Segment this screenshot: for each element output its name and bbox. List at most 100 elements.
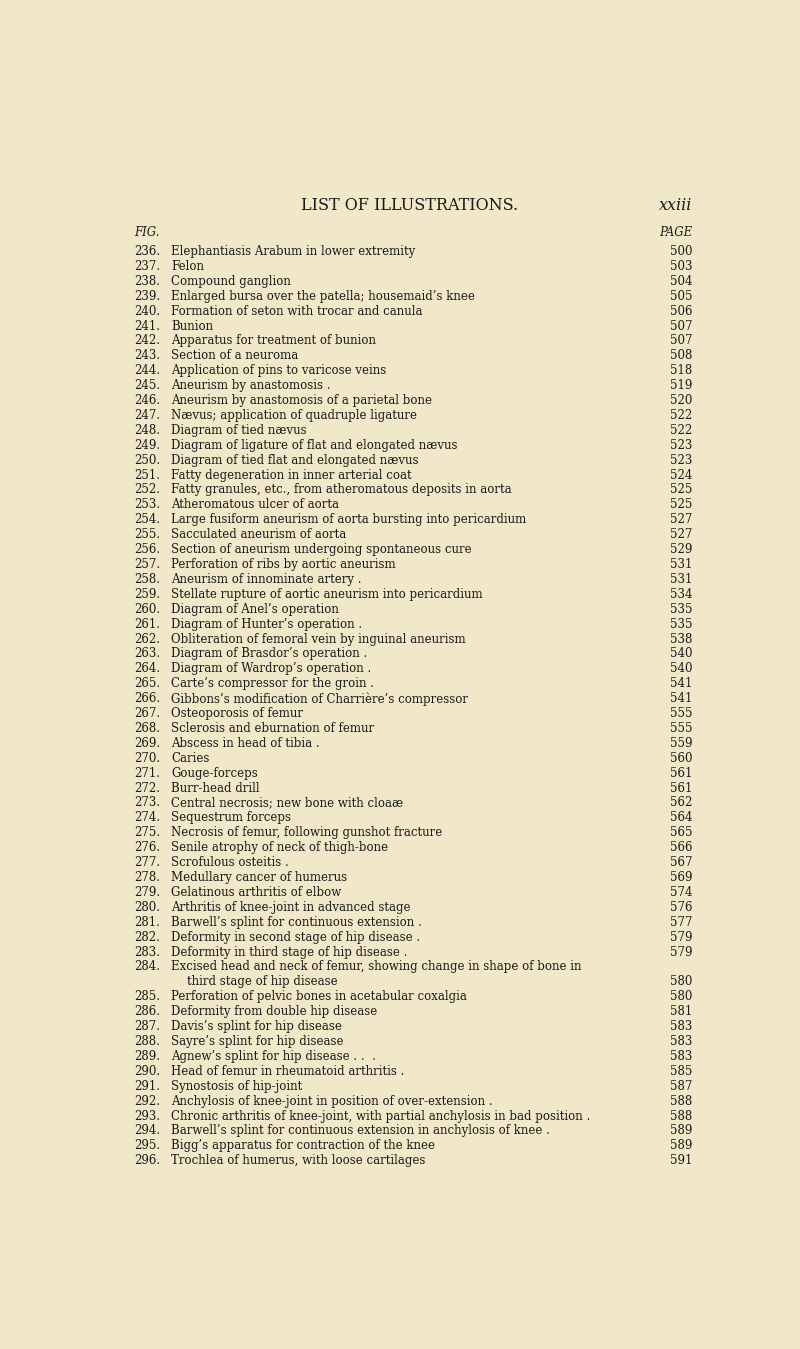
Text: Excised head and neck of femur, showing change in shape of bone in: Excised head and neck of femur, showing … [171,960,582,974]
Text: 507: 507 [670,320,692,332]
Text: 275.: 275. [134,827,160,839]
Text: Obliteration of femoral vein by inguinal aneurism: Obliteration of femoral vein by inguinal… [171,633,466,646]
Text: 252.: 252. [134,483,160,496]
Text: 588: 588 [670,1109,692,1122]
Text: 272.: 272. [134,781,160,795]
Text: 589: 589 [670,1140,692,1152]
Text: Sequestrum forceps: Sequestrum forceps [171,811,291,824]
Text: 531: 531 [670,558,692,571]
Text: 240.: 240. [134,305,160,317]
Text: PAGE: PAGE [659,227,692,239]
Text: 527: 527 [670,529,692,541]
Text: 249.: 249. [134,438,160,452]
Text: 250.: 250. [134,453,160,467]
Text: 541: 541 [670,692,692,706]
Text: Scrofulous osteitis .: Scrofulous osteitis . [171,857,289,869]
Text: Large fusiform aneurism of aorta bursting into pericardium: Large fusiform aneurism of aorta burstin… [171,513,526,526]
Text: Bunion: Bunion [171,320,214,332]
Text: 585: 585 [670,1064,692,1078]
Text: 587: 587 [670,1079,692,1093]
Text: 579: 579 [670,946,692,959]
Text: 506: 506 [670,305,692,317]
Text: 589: 589 [670,1125,692,1137]
Text: 529: 529 [670,544,692,556]
Text: 531: 531 [670,573,692,585]
Text: Elephantiasis Arabum in lower extremity: Elephantiasis Arabum in lower extremity [171,246,415,258]
Text: Head of femur in rheumatoid arthritis .: Head of femur in rheumatoid arthritis . [171,1064,405,1078]
Text: Bigg’s apparatus for contraction of the knee: Bigg’s apparatus for contraction of the … [171,1140,435,1152]
Text: Nævus; application of quadruple ligature: Nævus; application of quadruple ligature [171,409,418,422]
Text: Diagram of tied flat and elongated nævus: Diagram of tied flat and elongated nævus [171,453,419,467]
Text: 283.: 283. [134,946,160,959]
Text: Fatty granules, etc., from atheromatous deposits in aorta: Fatty granules, etc., from atheromatous … [171,483,512,496]
Text: Diagram of Wardrop’s operation .: Diagram of Wardrop’s operation . [171,662,371,676]
Text: 268.: 268. [134,722,160,735]
Text: 555: 555 [670,722,692,735]
Text: Enlarged bursa over the patella; housemaid’s knee: Enlarged bursa over the patella; housema… [171,290,475,302]
Text: 255.: 255. [134,529,160,541]
Text: 254.: 254. [134,513,160,526]
Text: 523: 523 [670,453,692,467]
Text: 263.: 263. [134,648,160,661]
Text: xxiii: xxiii [658,197,692,214]
Text: Felon: Felon [171,260,204,272]
Text: 538: 538 [670,633,692,646]
Text: Diagram of ligature of flat and elongated nævus: Diagram of ligature of flat and elongate… [171,438,458,452]
Text: 244.: 244. [134,364,160,378]
Text: 269.: 269. [134,737,160,750]
Text: 583: 583 [670,1035,692,1048]
Text: 293.: 293. [134,1109,160,1122]
Text: Chronic arthritis of knee-joint, with partial anchylosis in bad position .: Chronic arthritis of knee-joint, with pa… [171,1109,590,1122]
Text: 500: 500 [670,246,692,258]
Text: 274.: 274. [134,811,160,824]
Text: 258.: 258. [134,573,160,585]
Text: 246.: 246. [134,394,160,407]
Text: Deformity in second stage of hip disease .: Deformity in second stage of hip disease… [171,931,421,944]
Text: 534: 534 [670,588,692,600]
Text: 289.: 289. [134,1050,160,1063]
Text: 271.: 271. [134,766,160,780]
Text: Application of pins to varicose veins: Application of pins to varicose veins [171,364,386,378]
Text: 525: 525 [670,498,692,511]
Text: 241.: 241. [134,320,160,332]
Text: 591: 591 [670,1155,692,1167]
Text: 583: 583 [670,1020,692,1033]
Text: Barwell’s splint for continuous extension in anchylosis of knee .: Barwell’s splint for continuous extensio… [171,1125,550,1137]
Text: Perforation of pelvic bones in acetabular coxalgia: Perforation of pelvic bones in acetabula… [171,990,467,1004]
Text: Sayre’s splint for hip disease: Sayre’s splint for hip disease [171,1035,344,1048]
Text: Senile atrophy of neck of thigh-bone: Senile atrophy of neck of thigh-bone [171,842,389,854]
Text: Gouge-forceps: Gouge-forceps [171,766,258,780]
Text: Compound ganglion: Compound ganglion [171,275,291,287]
Text: 276.: 276. [134,842,160,854]
Text: 290.: 290. [134,1064,160,1078]
Text: Osteoporosis of femur: Osteoporosis of femur [171,707,303,720]
Text: 519: 519 [670,379,692,393]
Text: Diagram of tied nævus: Diagram of tied nævus [171,424,307,437]
Text: Section of aneurism undergoing spontaneous cure: Section of aneurism undergoing spontaneo… [171,544,472,556]
Text: Necrosis of femur, following gunshot fracture: Necrosis of femur, following gunshot fra… [171,827,442,839]
Text: 525: 525 [670,483,692,496]
Text: 260.: 260. [134,603,160,615]
Text: Deformity from double hip disease: Deformity from double hip disease [171,1005,378,1018]
Text: FIG.: FIG. [134,227,160,239]
Text: 540: 540 [670,662,692,676]
Text: 576: 576 [670,901,692,913]
Text: 261.: 261. [134,618,160,630]
Text: 288.: 288. [134,1035,160,1048]
Text: 287.: 287. [134,1020,160,1033]
Text: 280.: 280. [134,901,160,913]
Text: Apparatus for treatment of bunion: Apparatus for treatment of bunion [171,335,376,348]
Text: 256.: 256. [134,544,160,556]
Text: 561: 561 [670,766,692,780]
Text: LIST OF ILLUSTRATIONS.: LIST OF ILLUSTRATIONS. [302,197,518,214]
Text: third stage of hip disease: third stage of hip disease [187,975,338,989]
Text: 503: 503 [670,260,692,272]
Text: 527: 527 [670,513,692,526]
Text: 294.: 294. [134,1125,160,1137]
Text: 562: 562 [670,796,692,809]
Text: 266.: 266. [134,692,160,706]
Text: 505: 505 [670,290,692,302]
Text: 236.: 236. [134,246,160,258]
Text: 245.: 245. [134,379,160,393]
Text: Trochlea of humerus, with loose cartilages: Trochlea of humerus, with loose cartilag… [171,1155,426,1167]
